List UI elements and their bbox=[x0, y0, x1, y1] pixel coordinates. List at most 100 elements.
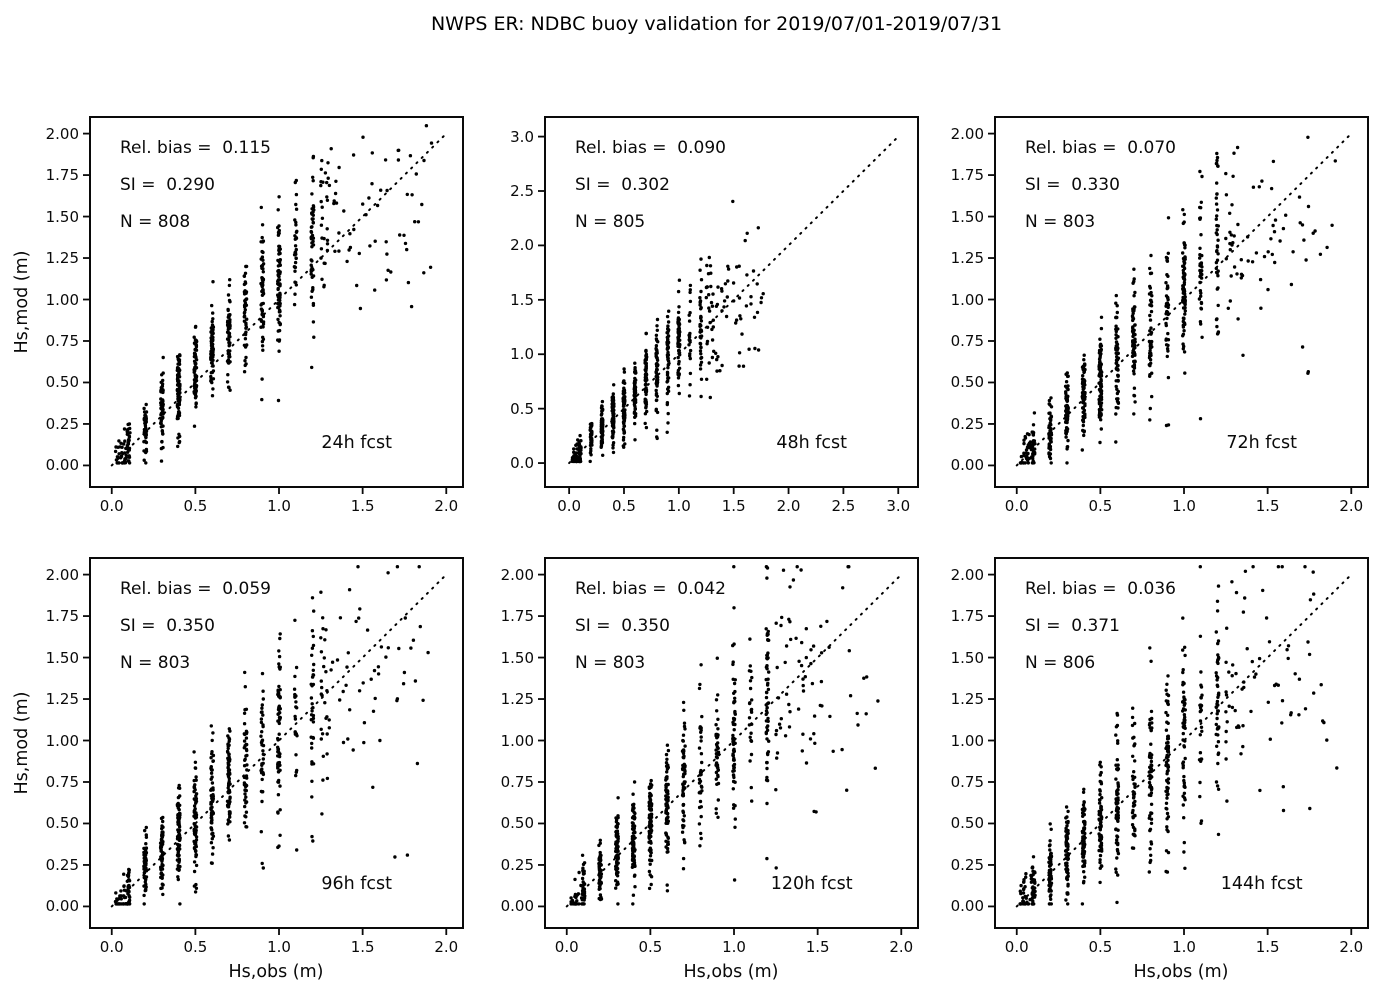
x-tick-label: 0.0 bbox=[1004, 938, 1029, 956]
stat-rel-bias: Rel. bias = 0.070 bbox=[1025, 138, 1176, 158]
y-tick-label: 2.00 bbox=[45, 565, 79, 584]
stats-block: Rel. bias = 0.070 SI = 0.330 N = 803 bbox=[1025, 130, 1176, 241]
scatter-points bbox=[570, 199, 765, 464]
subplot-72h-fcst: Rel. bias = 0.070 SI = 0.330 N = 803 72h… bbox=[951, 116, 1369, 515]
y-tick-label: 1.0 bbox=[510, 345, 534, 364]
scatter-points bbox=[113, 124, 434, 465]
y-tick-label: 1.00 bbox=[45, 290, 79, 309]
y-tick-label: 1.25 bbox=[45, 690, 79, 709]
x-tick-label: 1.0 bbox=[722, 938, 746, 956]
stat-si: SI = 0.350 bbox=[575, 616, 670, 636]
y-tick-label: 1.50 bbox=[45, 648, 79, 667]
axis-ticks bbox=[988, 132, 1353, 494]
x-tick-label: 0.5 bbox=[1088, 497, 1113, 515]
stat-rel-bias: Rel. bias = 0.036 bbox=[1025, 579, 1176, 599]
x-tick-label: 2.0 bbox=[1339, 938, 1364, 956]
x-tick-label: 0.5 bbox=[1088, 938, 1113, 956]
y-tick-label: 0.50 bbox=[950, 814, 984, 833]
y-tick-label: 0.00 bbox=[45, 897, 79, 916]
stat-n: N = 803 bbox=[575, 653, 646, 673]
subplot-24h-fcst: Rel. bias = 0.115 SI = 0.290 N = 808 24h… bbox=[46, 116, 464, 515]
scatter-points bbox=[569, 565, 880, 906]
forecast-label: 48h fcst bbox=[776, 433, 848, 453]
one-to-one-line bbox=[1015, 573, 1353, 908]
stats-block: Rel. bias = 0.036 SI = 0.371 N = 806 bbox=[1025, 571, 1176, 682]
figure-title: NWPS ER: NDBC buoy validation for 2019/0… bbox=[430, 13, 1003, 35]
y-tick-label: 2.00 bbox=[950, 565, 984, 584]
x-tick-label: 0.5 bbox=[638, 938, 663, 956]
axis-ticks bbox=[538, 135, 900, 494]
stats-block: Rel. bias = 0.090 SI = 0.302 N = 805 bbox=[575, 130, 726, 241]
y-tick-label: 0.75 bbox=[500, 772, 534, 791]
y-tick-label: 1.25 bbox=[950, 690, 984, 709]
one-to-one-line bbox=[565, 573, 903, 908]
one-to-one-line bbox=[1015, 132, 1353, 467]
forecast-label: 144h fcst bbox=[1220, 874, 1303, 894]
x-tick-label: 1.5 bbox=[350, 497, 375, 515]
x-tick-label: 0.0 bbox=[99, 497, 124, 515]
y-tick-label: 0.00 bbox=[500, 897, 534, 916]
x-axis-label-middle: Hs,obs (m) bbox=[683, 962, 779, 982]
x-tick-label: 0.0 bbox=[1004, 497, 1029, 515]
x-tick-label: 1.0 bbox=[1172, 497, 1196, 515]
axes-frame bbox=[544, 557, 919, 929]
y-tick-label: 1.00 bbox=[45, 731, 79, 750]
y-tick-label: 1.5 bbox=[510, 290, 534, 309]
scatter-plot-96h bbox=[83, 557, 464, 935]
y-tick-label: 2.0 bbox=[510, 236, 534, 255]
x-tick-label: 2.0 bbox=[1339, 497, 1364, 515]
x-tick-label: 1.0 bbox=[267, 938, 291, 956]
stat-rel-bias: Rel. bias = 0.090 bbox=[575, 138, 726, 158]
x-tick-label: 0.0 bbox=[99, 938, 124, 956]
y-tick-label: 1.50 bbox=[950, 648, 984, 667]
stats-block: Rel. bias = 0.059 SI = 0.350 N = 803 bbox=[120, 571, 271, 682]
stats-block: Rel. bias = 0.115 SI = 0.290 N = 808 bbox=[120, 130, 271, 241]
subplot-48h-fcst: Rel. bias = 0.090 SI = 0.302 N = 805 48h… bbox=[510, 116, 919, 515]
y-tick-label: 0.50 bbox=[500, 814, 534, 833]
x-tick-label: 1.5 bbox=[1255, 497, 1280, 515]
y-tick-label: 2.5 bbox=[510, 182, 534, 200]
y-axis-label-bottom-row: Hs,mod (m) bbox=[12, 691, 32, 795]
axis-ticks bbox=[538, 573, 903, 935]
y-tick-label: 0.00 bbox=[950, 456, 984, 475]
subplot-96h-fcst: Rel. bias = 0.059 SI = 0.350 N = 803 96h… bbox=[46, 557, 464, 956]
y-tick-label: 2.00 bbox=[950, 124, 984, 143]
forecast-label: 96h fcst bbox=[321, 874, 393, 894]
y-tick-label: 1.00 bbox=[950, 731, 984, 750]
subplot-144h-fcst: Rel. bias = 0.036 SI = 0.371 N = 806 144… bbox=[951, 557, 1369, 956]
stat-n: N = 803 bbox=[120, 653, 191, 673]
stat-si: SI = 0.290 bbox=[120, 175, 215, 195]
y-tick-label: 0.25 bbox=[500, 855, 534, 874]
y-tick-label: 0.25 bbox=[950, 414, 984, 433]
x-tick-label: 3.0 bbox=[886, 497, 911, 515]
x-tick-label: 2.0 bbox=[434, 938, 459, 956]
y-tick-label: 2.00 bbox=[45, 124, 79, 143]
y-tick-label: 0.75 bbox=[45, 331, 79, 350]
scatter-plot-72h bbox=[988, 116, 1369, 494]
y-tick-label: 0.00 bbox=[45, 456, 79, 475]
axes-frame bbox=[994, 557, 1369, 929]
x-tick-label: 0.0 bbox=[557, 497, 582, 515]
axes-frame bbox=[544, 116, 919, 488]
x-tick-label: 1.5 bbox=[350, 938, 375, 956]
one-to-one-line bbox=[568, 135, 900, 465]
x-tick-label: 1.0 bbox=[666, 497, 691, 515]
y-tick-label: 1.25 bbox=[500, 690, 534, 709]
y-tick-label: 2.00 bbox=[500, 565, 534, 584]
scatter-plot-48h bbox=[538, 116, 919, 494]
y-tick-label: 1.25 bbox=[950, 249, 984, 268]
y-tick-label: 1.50 bbox=[45, 207, 79, 226]
stat-rel-bias: Rel. bias = 0.059 bbox=[120, 579, 271, 599]
x-tick-label: 0.5 bbox=[183, 938, 208, 956]
one-to-one-line bbox=[110, 132, 448, 467]
axes-frame bbox=[994, 116, 1369, 488]
x-tick-label: 1.5 bbox=[721, 497, 746, 515]
y-tick-label: 0.0 bbox=[510, 454, 534, 473]
y-tick-label: 0.75 bbox=[950, 331, 984, 350]
stat-rel-bias: Rel. bias = 0.042 bbox=[575, 579, 726, 599]
forecast-label: 72h fcst bbox=[1226, 433, 1298, 453]
stat-si: SI = 0.330 bbox=[1025, 175, 1120, 195]
stat-n: N = 803 bbox=[1025, 212, 1096, 232]
x-tick-label: 1.0 bbox=[1172, 938, 1196, 956]
